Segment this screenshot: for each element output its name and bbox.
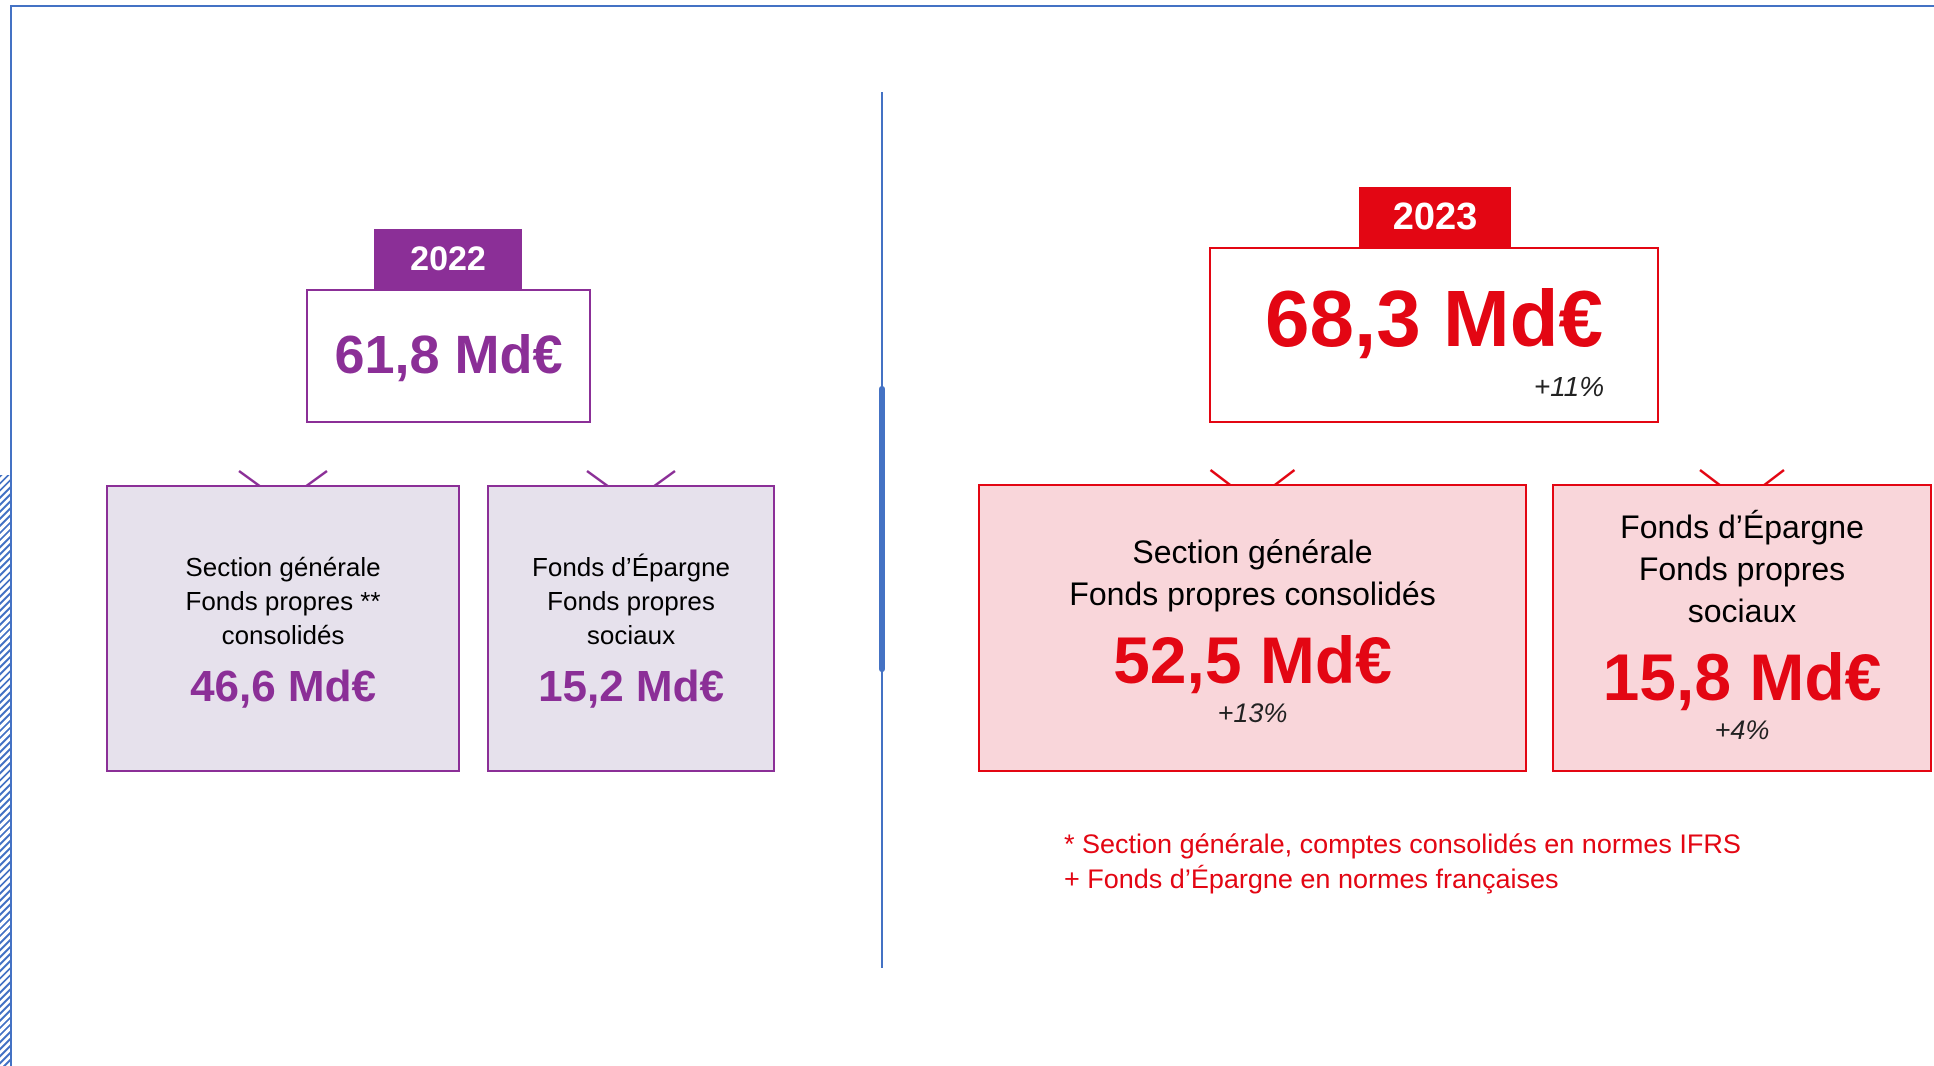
total-change: +11% xyxy=(1533,371,1605,402)
total-box xyxy=(1209,247,1659,423)
sub-box xyxy=(1552,484,1932,772)
total-box xyxy=(306,289,591,423)
divider-handle xyxy=(879,386,885,672)
total-value: 68,3 Md€ xyxy=(1265,274,1603,363)
box-line: Fonds propres xyxy=(1638,551,1846,587)
box-change: +4% xyxy=(1714,714,1770,745)
footnote: + Fonds d’Épargne en normes françaises xyxy=(1064,864,1559,894)
box-change: +13% xyxy=(1217,697,1288,728)
year-tag: 2022 xyxy=(374,229,522,289)
box-line: sociaux xyxy=(586,620,676,650)
box-line: Section générale xyxy=(1132,534,1373,570)
box-value: 15,2 Md€ xyxy=(538,662,724,711)
box-value: 52,5 Md€ xyxy=(1113,623,1392,697)
frame xyxy=(10,5,1934,1066)
box-line: Fonds propres consolidés xyxy=(1069,576,1436,612)
box-line: consolidés xyxy=(221,620,345,650)
total-value: 61,8 Md€ xyxy=(334,324,563,385)
box-value: 46,6 Md€ xyxy=(190,662,376,711)
box-line: Fonds propres ** xyxy=(185,586,381,616)
box-line: Section générale xyxy=(185,552,381,582)
box-line: Fonds propres xyxy=(547,586,715,616)
sub-box xyxy=(978,484,1527,772)
year-tag: 2023 xyxy=(1359,187,1511,247)
box-value: 15,8 Md€ xyxy=(1602,640,1882,714)
box-line: Fonds d’Épargne xyxy=(531,552,731,582)
footnote: * Section générale, comptes consolidés e… xyxy=(1064,829,1741,859)
sub-box xyxy=(487,485,775,772)
sub-box xyxy=(106,485,460,772)
box-line: sociaux xyxy=(1687,593,1797,629)
hatch-strip xyxy=(0,475,10,1066)
box-line: Fonds d’Épargne xyxy=(1620,509,1864,545)
